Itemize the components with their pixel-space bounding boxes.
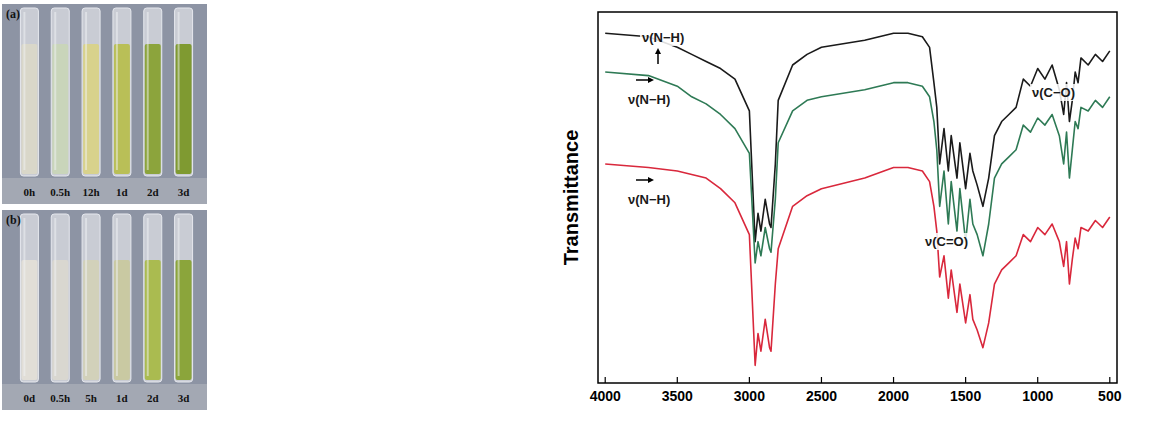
- tube: [82, 214, 100, 382]
- tube: [20, 8, 38, 176]
- tube-highlight: [178, 12, 180, 170]
- x-tick-label: 1000: [1022, 388, 1053, 404]
- time-label: 2d: [147, 392, 159, 404]
- figure: 0h 0.5h 12h 1d 2d 3d (a) 0d 0.5h 5h 1d 2d 3d (b) 4000 3…: [0, 0, 1149, 432]
- spectrum-line: [605, 33, 1110, 241]
- annotation: ν(N−H): [628, 192, 670, 207]
- x-tick-label: 3000: [734, 388, 765, 404]
- annotation-background: [640, 29, 686, 46]
- x-tick: [965, 377, 966, 383]
- annotation-arrowhead: [648, 177, 654, 183]
- x-tick-label: 4000: [590, 388, 621, 404]
- tube-highlight: [116, 12, 118, 170]
- photo-background: [2, 4, 207, 204]
- x-tick: [1109, 377, 1110, 383]
- tube-highlight: [85, 12, 87, 170]
- x-tick: [677, 377, 678, 383]
- panel-label: (b): [6, 213, 21, 227]
- x-tick-label: 3500: [662, 388, 693, 404]
- tube: [113, 8, 131, 176]
- time-label: 0d: [24, 392, 36, 404]
- x-tick-label: 2500: [806, 388, 837, 404]
- photo-background: [2, 210, 207, 410]
- time-label: 0.5h: [50, 392, 70, 404]
- x-tick-label: 2000: [878, 388, 909, 404]
- plot-frame: [598, 12, 1117, 383]
- x-tick-label: 1500: [950, 388, 981, 404]
- x-tick: [893, 377, 894, 383]
- plot-area: [605, 33, 1110, 365]
- time-label: 1d: [116, 392, 128, 404]
- tube: [144, 8, 162, 176]
- annotation-background: [626, 91, 672, 108]
- time-label: 3d: [178, 392, 190, 404]
- time-label: 0h: [24, 186, 36, 198]
- photo-floor: [2, 178, 207, 204]
- annotation: ν(N−H): [628, 92, 670, 107]
- tube-highlight: [85, 218, 87, 376]
- tube-highlight: [54, 12, 56, 170]
- tube: [51, 214, 69, 382]
- annotation: ν(N−H): [642, 30, 684, 45]
- tube-highlight: [23, 12, 25, 170]
- photo-panel: 0h 0.5h 12h 1d 2d 3d (a): [2, 4, 207, 204]
- photo-floor: [2, 384, 207, 410]
- y-axis-title: Transmittance: [560, 130, 582, 266]
- tube: [175, 8, 193, 176]
- photo-panel: 0d 0.5h 5h 1d 2d 3d (b): [2, 210, 207, 410]
- tube-highlight: [178, 218, 180, 376]
- annotation: ν(C−O): [1032, 85, 1075, 100]
- tube-highlight: [116, 218, 118, 376]
- time-label: 0.5h: [50, 186, 70, 198]
- tube-highlight: [54, 218, 56, 376]
- panel-label: (a): [6, 7, 20, 21]
- annotations: ν(N−H) ν(N−H) ν(N−H) ν(C=O) ν(C−O): [626, 29, 1077, 250]
- tube-highlight: [147, 218, 149, 376]
- x-tick: [605, 377, 606, 383]
- annotation-background: [626, 191, 672, 208]
- time-label: 3d: [178, 186, 190, 198]
- annotation-background: [1030, 84, 1077, 101]
- tube: [113, 214, 131, 382]
- x-tick-label: 500: [1098, 388, 1122, 404]
- time-label: 5h: [85, 392, 97, 404]
- annotation-arrowhead: [655, 48, 661, 54]
- spectrum-line: [605, 164, 1110, 365]
- tube: [144, 214, 162, 382]
- time-label: 1d: [116, 186, 128, 198]
- annotation-arrowhead: [648, 77, 654, 83]
- x-tick: [749, 377, 750, 383]
- x-tick: [1037, 377, 1038, 383]
- tube: [20, 214, 38, 382]
- tube-highlight: [23, 218, 25, 376]
- x-tick: [821, 377, 822, 383]
- annotation: ν(C=O): [925, 234, 968, 249]
- tube: [82, 8, 100, 176]
- time-label: 12h: [83, 186, 100, 198]
- time-label: 2d: [147, 186, 159, 198]
- annotation-background: [923, 233, 970, 250]
- tube-highlight: [147, 12, 149, 170]
- tube: [175, 214, 193, 382]
- tube: [51, 8, 69, 176]
